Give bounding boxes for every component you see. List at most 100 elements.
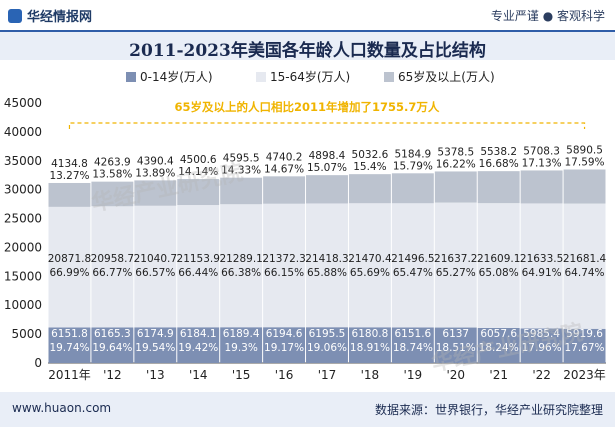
data-label-share: 14.33% bbox=[221, 165, 261, 177]
data-label-value: 21153.9 bbox=[177, 253, 220, 265]
bar-segment bbox=[48, 206, 91, 328]
bar-segment bbox=[263, 327, 306, 363]
x-tick-label: '22 bbox=[532, 368, 551, 382]
y-tick-label: 35000 bbox=[4, 154, 42, 168]
bar-segment bbox=[477, 328, 520, 363]
data-label-share: 18.74% bbox=[393, 342, 433, 354]
data-label-value: 21470.4 bbox=[348, 253, 392, 265]
y-tick-label: 10000 bbox=[4, 298, 42, 312]
bar-segment bbox=[177, 327, 220, 363]
data-label-share: 19.06% bbox=[307, 342, 347, 354]
data-label-value: 5890.5 bbox=[566, 144, 603, 156]
legend-label: 0-14岁(万人) bbox=[140, 69, 213, 84]
data-label-value: 5985.4 bbox=[523, 328, 560, 340]
bar-segment bbox=[91, 181, 134, 207]
data-label-value: 21496.5 bbox=[391, 253, 434, 265]
x-tick-label: '16 bbox=[275, 368, 294, 382]
bar-segment bbox=[220, 327, 263, 363]
data-label-value: 21681.4 bbox=[563, 253, 607, 265]
bar-segment bbox=[477, 203, 520, 329]
bar-segment bbox=[48, 327, 91, 363]
bar-segment bbox=[177, 179, 220, 206]
bar-segment bbox=[220, 177, 263, 205]
data-label-value: 4263.9 bbox=[94, 157, 131, 169]
bar-segment bbox=[520, 328, 563, 363]
data-label-value: 20871.8 bbox=[48, 253, 91, 265]
bar-segment bbox=[434, 171, 477, 203]
data-labels: 6151.8 19.74% 20871.8 66.99% 4134.813.27% 616… bbox=[48, 144, 607, 354]
legend-label: 65岁及以上(万人) bbox=[398, 69, 495, 84]
data-label-value: 5708.3 bbox=[523, 145, 560, 157]
bar-segment bbox=[91, 206, 134, 328]
bar-segment bbox=[563, 203, 606, 329]
data-label-share: 66.44% bbox=[178, 267, 218, 279]
footer-site: www.huaon.com bbox=[12, 401, 112, 415]
bar-segment bbox=[306, 203, 348, 328]
y-tick-label: 15000 bbox=[4, 269, 42, 283]
data-label-share: 17.96% bbox=[522, 342, 562, 354]
brand-logo-icon bbox=[8, 9, 22, 23]
data-label-share: 16.22% bbox=[436, 158, 476, 170]
x-tick-label: '17 bbox=[318, 368, 337, 382]
data-label-share: 18.51% bbox=[436, 342, 476, 354]
y-tick-label: 40000 bbox=[4, 125, 42, 139]
title-bar: 2011-2023年美国各年龄人口数量及占比结构 bbox=[0, 30, 615, 61]
top-bar: 华经情报网 专业严谨 ● 客观科学 bbox=[0, 0, 615, 30]
data-label-share: 64.91% bbox=[522, 267, 562, 279]
stacked-bar-chart: 0-14岁(万人) 15-64岁(万人) 65岁及以上(万人) 0 5000 10000… bbox=[4, 69, 607, 382]
bar-segment bbox=[348, 174, 391, 204]
chart-title: 2011-2023年美国各年龄人口数量及占比结构 bbox=[129, 41, 486, 61]
x-tick-label: '13 bbox=[146, 368, 165, 382]
data-label-value: 4500.6 bbox=[180, 154, 217, 166]
data-label-share: 14.67% bbox=[264, 163, 304, 175]
data-label-share: 13.58% bbox=[92, 169, 132, 181]
data-label-share: 19.17% bbox=[264, 342, 304, 354]
legend-swatch bbox=[384, 72, 394, 82]
data-label-value: 6151.8 bbox=[51, 328, 88, 340]
data-label-share: 15.4% bbox=[353, 161, 386, 173]
y-tick-label: 25000 bbox=[4, 212, 42, 226]
y-tick-label: 20000 bbox=[4, 240, 42, 254]
data-label-share: 19.54% bbox=[135, 342, 175, 354]
data-label-share: 18.24% bbox=[479, 342, 519, 354]
bar-segment bbox=[134, 205, 177, 328]
brand-name: 华经情报网 bbox=[27, 10, 93, 25]
data-label-value: 4740.2 bbox=[266, 151, 303, 163]
footer: www.huaon.com 数据来源：世界银行，华经产业研究院整理 bbox=[0, 392, 615, 427]
y-tick-label: 45000 bbox=[4, 96, 42, 110]
bar-segment bbox=[563, 328, 606, 363]
data-label-value: 6174.9 bbox=[137, 328, 174, 340]
x-tick-label: 2011年 bbox=[48, 368, 91, 382]
x-tick-label: '19 bbox=[404, 368, 423, 382]
data-label-share: 17.59% bbox=[565, 156, 605, 168]
x-tick-label: '18 bbox=[361, 368, 380, 382]
bar-segment bbox=[134, 327, 177, 363]
footer-source: 数据来源：世界银行，华经产业研究院整理 bbox=[374, 403, 603, 417]
data-label-share: 13.27% bbox=[49, 170, 89, 182]
x-axis: 2011年 '12 '13 '14 '15 '16 '17 '18 '19 '20 '21 '22 20… bbox=[48, 368, 606, 382]
data-label-share: 15.07% bbox=[307, 162, 347, 174]
data-label-share: 65.47% bbox=[393, 267, 433, 279]
data-label-share: 14.14% bbox=[178, 166, 218, 178]
data-label-value: 21609.1 bbox=[477, 253, 520, 265]
data-label-value: 20958.7 bbox=[91, 253, 134, 265]
bar-segment bbox=[306, 175, 348, 204]
bars bbox=[48, 169, 606, 363]
data-label-share: 66.77% bbox=[92, 267, 132, 279]
data-label-value: 6194.6 bbox=[266, 328, 303, 340]
data-label-value: 6195.5 bbox=[309, 328, 346, 340]
data-label-share: 64.74% bbox=[565, 267, 605, 279]
data-label-value: 21372.3 bbox=[262, 253, 305, 265]
data-label-value: 4390.4 bbox=[137, 155, 174, 167]
data-label-value: 5538.2 bbox=[480, 146, 517, 158]
bar-segment bbox=[220, 204, 263, 328]
slogan: 专业严谨 ● 客观科学 bbox=[490, 9, 605, 23]
bar-segment bbox=[263, 176, 306, 204]
annotation-bracket bbox=[68, 122, 586, 129]
data-label-share: 17.13% bbox=[522, 157, 562, 169]
x-tick-label: '14 bbox=[189, 368, 208, 382]
bar-segment bbox=[477, 171, 520, 204]
data-label-share: 15.79% bbox=[393, 160, 433, 172]
data-label-value: 4134.8 bbox=[51, 158, 88, 170]
data-label-value: 6057.6 bbox=[480, 328, 517, 340]
